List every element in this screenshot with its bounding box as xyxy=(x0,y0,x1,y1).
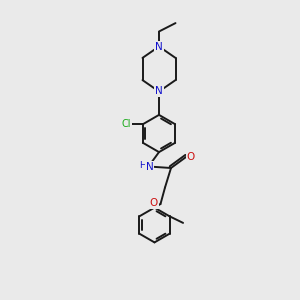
Text: N: N xyxy=(155,41,163,52)
Text: N: N xyxy=(155,86,163,97)
Text: Cl: Cl xyxy=(122,119,131,129)
Text: O: O xyxy=(150,198,158,208)
Text: N: N xyxy=(146,161,153,172)
Text: O: O xyxy=(186,152,195,162)
Text: H: H xyxy=(139,161,146,170)
